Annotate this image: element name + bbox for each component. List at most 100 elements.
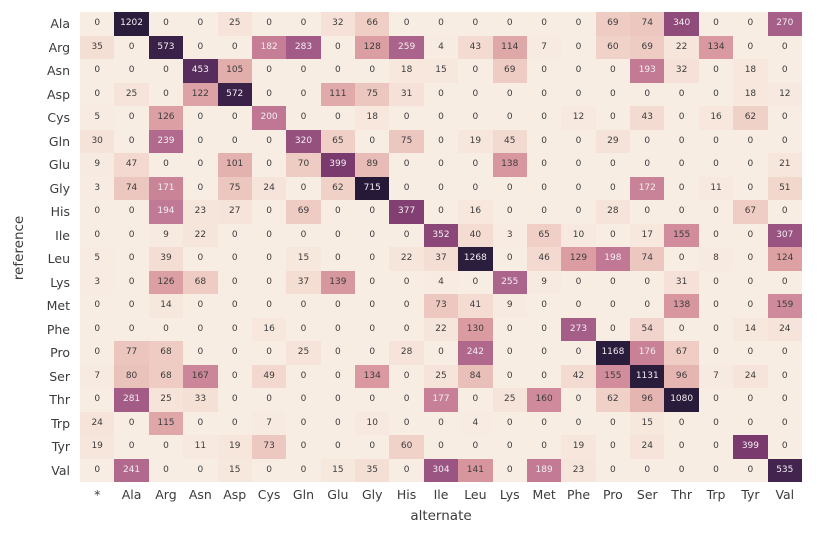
heatmap-cell: 10 bbox=[561, 223, 596, 247]
heatmap-cell: 19 bbox=[458, 129, 493, 153]
heatmap-cell: 0 bbox=[733, 176, 768, 200]
heatmap-cell: 0 bbox=[355, 388, 390, 412]
heatmap-cell: 0 bbox=[630, 270, 665, 294]
heatmap-cell: 101 bbox=[217, 153, 252, 177]
heatmap-cell: 37 bbox=[286, 270, 321, 294]
heatmap-cell: 0 bbox=[251, 247, 287, 271]
heatmap-cell: 0 bbox=[114, 435, 149, 459]
heatmap-cell: 0 bbox=[767, 129, 802, 153]
heatmap-cell: 0 bbox=[767, 35, 802, 59]
heatmap-cell: 19 bbox=[217, 435, 252, 459]
heatmap-cell: 0 bbox=[320, 317, 356, 341]
heatmap-cell: 28 bbox=[389, 341, 424, 365]
heatmap-cell: 0 bbox=[251, 12, 287, 36]
heatmap-cell: 0 bbox=[183, 458, 218, 482]
heatmap-cell: 0 bbox=[595, 411, 631, 435]
heatmap-cell: 0 bbox=[355, 270, 390, 294]
heatmap-cell: 24 bbox=[630, 435, 665, 459]
heatmap-cell: 40 bbox=[458, 223, 493, 247]
y-tick-label: Arg bbox=[48, 39, 70, 55]
x-tick-label: Ile bbox=[433, 487, 449, 502]
heatmap-cell: 62 bbox=[733, 106, 768, 130]
heatmap-cell: 0 bbox=[148, 458, 184, 482]
heatmap-cell: 0 bbox=[80, 59, 115, 83]
heatmap-cell: 9 bbox=[492, 294, 527, 318]
heatmap-cell: 0 bbox=[320, 341, 356, 365]
heatmap-cell: 0 bbox=[251, 341, 287, 365]
heatmap-cell: 0 bbox=[561, 153, 596, 177]
heatmap-cell: 0 bbox=[389, 364, 424, 388]
heatmap-cell: 0 bbox=[492, 82, 527, 106]
heatmap-cell: 0 bbox=[217, 223, 252, 247]
heatmap-cell: 0 bbox=[148, 82, 184, 106]
heatmap-cell: 0 bbox=[561, 270, 596, 294]
heatmap-cell: 0 bbox=[698, 317, 734, 341]
heatmap-cell: 176 bbox=[630, 341, 665, 365]
heatmap-cell: 0 bbox=[492, 458, 527, 482]
y-tick-label: Phe bbox=[46, 321, 70, 337]
heatmap-cell: 29 bbox=[595, 129, 631, 153]
heatmap-cell: 0 bbox=[595, 317, 631, 341]
heatmap-cell: 307 bbox=[767, 223, 802, 247]
heatmap-cell: 25 bbox=[148, 388, 184, 412]
heatmap-cell: 0 bbox=[251, 153, 287, 177]
heatmap-cell: 0 bbox=[114, 411, 149, 435]
heatmap-cell: 0 bbox=[183, 294, 218, 318]
heatmap-cell: 304 bbox=[423, 458, 459, 482]
heatmap-cell: 0 bbox=[698, 153, 734, 177]
heatmap-cell: 3 bbox=[80, 270, 115, 294]
heatmap-cell: 0 bbox=[458, 153, 493, 177]
heatmap-cell: 0 bbox=[630, 458, 665, 482]
heatmap-cell: 0 bbox=[595, 435, 631, 459]
heatmap-cell: 0 bbox=[698, 129, 734, 153]
heatmap-cell: 0 bbox=[698, 294, 734, 318]
heatmap-cell: 0 bbox=[148, 317, 184, 341]
heatmap-cell: 12 bbox=[561, 106, 596, 130]
heatmap-cell: 0 bbox=[561, 12, 596, 36]
heatmap-cell: 0 bbox=[733, 411, 768, 435]
heatmap-cell: 68 bbox=[183, 270, 218, 294]
heatmap-cell: 0 bbox=[355, 294, 390, 318]
heatmap-cell: 0 bbox=[217, 129, 252, 153]
heatmap-cell: 96 bbox=[630, 388, 665, 412]
heatmap-cell: 0 bbox=[458, 82, 493, 106]
heatmap-cell: 0 bbox=[148, 12, 184, 36]
heatmap-cell: 0 bbox=[733, 12, 768, 36]
heatmap-cell: 15 bbox=[217, 458, 252, 482]
heatmap-cell: 22 bbox=[183, 223, 218, 247]
heatmap-cell: 0 bbox=[286, 458, 321, 482]
heatmap-cell: 0 bbox=[458, 12, 493, 36]
heatmap-cell: 0 bbox=[320, 388, 356, 412]
heatmap-cell: 43 bbox=[630, 106, 665, 130]
x-axis-tick-labels: * Ala Arg Asn Asp Cys Gln Glu Gly His Ile Leu Lys Met… bbox=[80, 487, 802, 505]
heatmap-cell: 69 bbox=[492, 59, 527, 83]
heatmap-cell: 84 bbox=[458, 364, 493, 388]
heatmap-cell: 453 bbox=[183, 59, 218, 83]
heatmap-cell: 340 bbox=[664, 12, 699, 36]
heatmap-cell: 25 bbox=[286, 341, 321, 365]
heatmap-cell: 54 bbox=[630, 317, 665, 341]
heatmap-cell: 0 bbox=[664, 435, 699, 459]
heatmap-cell: 41 bbox=[458, 294, 493, 318]
heatmap-cell: 62 bbox=[595, 388, 631, 412]
y-tick-label: Lys bbox=[50, 274, 70, 290]
heatmap-cell: 0 bbox=[492, 106, 527, 130]
heatmap-cell: 399 bbox=[733, 435, 768, 459]
heatmap-cell: 0 bbox=[251, 59, 287, 83]
heatmap-cell: 0 bbox=[492, 435, 527, 459]
heatmap-cell: 0 bbox=[251, 270, 287, 294]
x-tick-label: Phe bbox=[566, 487, 591, 502]
heatmap-cell: 0 bbox=[561, 59, 596, 83]
heatmap-cell: 0 bbox=[389, 458, 424, 482]
heatmap-cell: 0 bbox=[80, 12, 115, 36]
heatmap-cell: 352 bbox=[423, 223, 459, 247]
heatmap-cell: 0 bbox=[767, 270, 802, 294]
heatmap-cell: 167 bbox=[183, 364, 218, 388]
heatmap-cell: 0 bbox=[698, 411, 734, 435]
heatmap-cell: 0 bbox=[286, 435, 321, 459]
x-tick-label: Val bbox=[775, 487, 795, 502]
heatmap-cell: 74 bbox=[630, 247, 665, 271]
heatmap-cell: 115 bbox=[148, 411, 184, 435]
heatmap-cell: 68 bbox=[148, 364, 184, 388]
heatmap-cell: 32 bbox=[320, 12, 356, 36]
